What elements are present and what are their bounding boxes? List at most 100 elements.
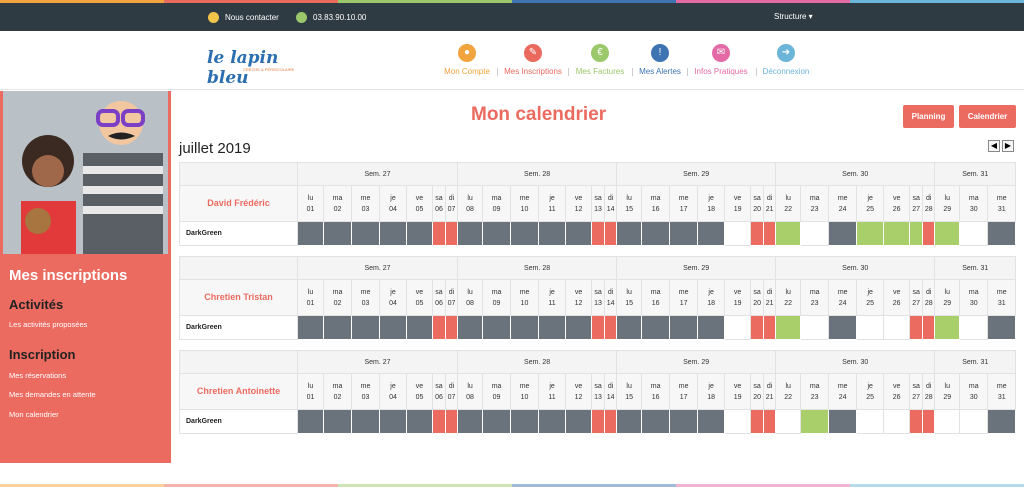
day-cell[interactable]	[323, 221, 352, 246]
day-cell[interactable]	[724, 409, 752, 434]
day-cell[interactable]	[538, 409, 567, 434]
day-cell[interactable]	[351, 221, 380, 246]
day-cell[interactable]	[432, 221, 446, 246]
day-cell[interactable]	[351, 409, 380, 434]
day-cell[interactable]	[934, 221, 961, 246]
nav-infos-pratiques[interactable]: ✉ Infos Pratiques	[681, 44, 761, 76]
day-cell[interactable]	[697, 409, 726, 434]
day-cell[interactable]	[510, 315, 540, 340]
nav-mon-compte[interactable]: ● Mon Compte	[427, 44, 507, 76]
day-cell[interactable]	[750, 409, 765, 434]
sidebar-link-activites-proposees[interactable]: Les activités proposées	[9, 320, 88, 329]
next-month-button[interactable]: ▶	[1002, 140, 1014, 152]
day-cell[interactable]	[775, 221, 802, 246]
day-cell[interactable]	[856, 315, 885, 340]
day-cell[interactable]	[379, 315, 407, 340]
day-cell[interactable]	[763, 315, 777, 340]
day-cell[interactable]	[641, 409, 671, 434]
day-cell[interactable]	[763, 409, 777, 434]
structure-dropdown[interactable]: Structure ▾	[774, 12, 813, 21]
day-cell[interactable]	[444, 221, 459, 246]
day-cell[interactable]	[510, 221, 540, 246]
day-cell[interactable]	[482, 409, 512, 434]
day-cell[interactable]	[297, 409, 324, 434]
day-cell[interactable]	[763, 221, 777, 246]
nav-mes-alertes[interactable]: ! Mes Alertes	[620, 44, 700, 76]
nav-mes-factures[interactable]: € Mes Factures	[560, 44, 640, 76]
day-cell[interactable]	[604, 221, 618, 246]
day-cell[interactable]	[909, 221, 924, 246]
nav-deconnexion[interactable]: ➜ Déconnexion	[746, 44, 826, 76]
day-cell[interactable]	[406, 221, 433, 246]
sidebar-link-reservations[interactable]: Mes réservations	[9, 371, 67, 380]
day-cell[interactable]	[959, 409, 989, 434]
day-cell[interactable]	[444, 409, 459, 434]
day-cell[interactable]	[565, 315, 593, 340]
sidebar-link-calendrier[interactable]: Mon calendrier	[9, 410, 59, 419]
calendar-button[interactable]: Calendrier	[959, 105, 1016, 128]
day-cell[interactable]	[724, 221, 752, 246]
day-cell[interactable]	[457, 221, 484, 246]
day-cell[interactable]	[669, 315, 699, 340]
prev-month-button[interactable]: ◀	[988, 140, 1000, 152]
day-cell[interactable]	[379, 221, 407, 246]
day-cell[interactable]	[750, 315, 765, 340]
day-cell[interactable]	[538, 221, 567, 246]
day-cell[interactable]	[697, 315, 726, 340]
day-cell[interactable]	[959, 315, 989, 340]
day-cell[interactable]	[922, 221, 936, 246]
day-cell[interactable]	[828, 409, 858, 434]
day-cell[interactable]	[669, 409, 699, 434]
day-cell[interactable]	[775, 409, 802, 434]
day-cell[interactable]	[616, 221, 643, 246]
day-cell[interactable]	[641, 221, 671, 246]
contact-link[interactable]: Nous contacter	[208, 12, 279, 23]
day-cell[interactable]	[591, 315, 606, 340]
day-cell[interactable]	[934, 409, 961, 434]
day-cell[interactable]	[883, 315, 911, 340]
day-cell[interactable]	[565, 221, 593, 246]
day-cell[interactable]	[604, 315, 618, 340]
day-cell[interactable]	[987, 409, 1017, 434]
nav-mes-inscriptions[interactable]: ✎ Mes Inscriptions	[493, 44, 573, 76]
day-cell[interactable]	[750, 221, 765, 246]
day-cell[interactable]	[922, 315, 936, 340]
day-cell[interactable]	[775, 315, 802, 340]
day-cell[interactable]	[828, 221, 858, 246]
day-cell[interactable]	[538, 315, 567, 340]
day-cell[interactable]	[641, 315, 671, 340]
day-cell[interactable]	[800, 315, 830, 340]
day-cell[interactable]	[856, 221, 885, 246]
day-cell[interactable]	[987, 221, 1017, 246]
day-cell[interactable]	[828, 315, 858, 340]
day-cell[interactable]	[934, 315, 961, 340]
day-cell[interactable]	[724, 315, 752, 340]
day-cell[interactable]	[616, 409, 643, 434]
day-cell[interactable]	[379, 409, 407, 434]
planning-button[interactable]: Planning	[903, 105, 954, 128]
day-cell[interactable]	[457, 409, 484, 434]
day-cell[interactable]	[323, 409, 352, 434]
day-cell[interactable]	[482, 315, 512, 340]
day-cell[interactable]	[669, 221, 699, 246]
day-cell[interactable]	[510, 409, 540, 434]
day-cell[interactable]	[591, 221, 606, 246]
day-cell[interactable]	[297, 221, 324, 246]
day-cell[interactable]	[444, 315, 459, 340]
day-cell[interactable]	[987, 315, 1017, 340]
day-cell[interactable]	[909, 315, 924, 340]
day-cell[interactable]	[432, 409, 446, 434]
logo[interactable]: le lapin bleu CRÈCHE & PÉRISCOLAIRE	[207, 48, 299, 88]
day-cell[interactable]	[591, 409, 606, 434]
day-cell[interactable]	[406, 315, 433, 340]
day-cell[interactable]	[616, 315, 643, 340]
day-cell[interactable]	[922, 409, 936, 434]
day-cell[interactable]	[604, 409, 618, 434]
day-cell[interactable]	[959, 221, 989, 246]
day-cell[interactable]	[909, 409, 924, 434]
day-cell[interactable]	[406, 409, 433, 434]
day-cell[interactable]	[697, 221, 726, 246]
day-cell[interactable]	[856, 409, 885, 434]
day-cell[interactable]	[482, 221, 512, 246]
day-cell[interactable]	[800, 221, 830, 246]
